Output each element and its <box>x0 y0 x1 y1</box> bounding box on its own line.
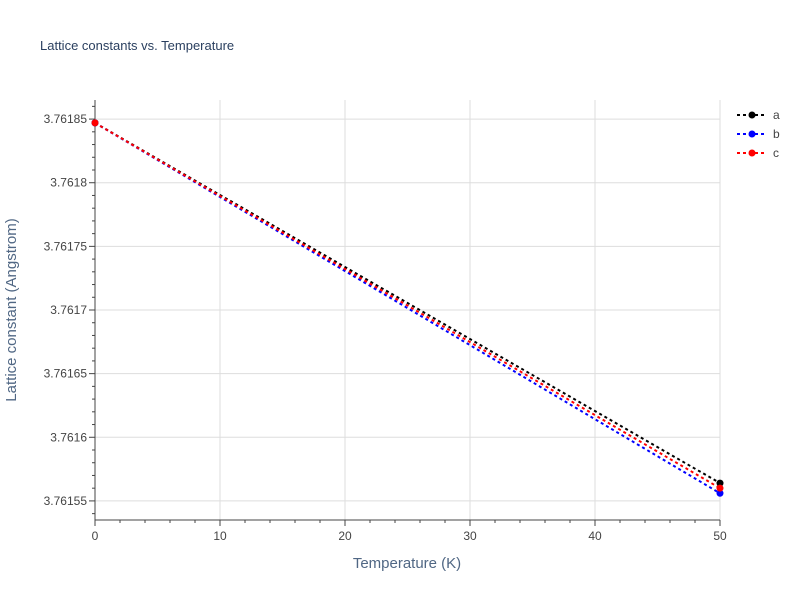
y-tick-label-5: 3.7618 <box>50 176 87 190</box>
legend-marker-a <box>748 111 756 119</box>
x-axis-title: Temperature (K) <box>353 555 461 572</box>
legend-label-a: a <box>773 108 780 122</box>
y-tick-label-2: 3.76165 <box>44 367 88 381</box>
tick-labels: 0 10 20 30 40 50 3.76155 3.7616 3.76165 3.7617 3.7… <box>44 112 727 543</box>
legend[interactable]: abc <box>737 108 780 160</box>
x-tick-label-2: 20 <box>338 529 352 543</box>
y-tick-label-3: 3.7617 <box>50 303 87 317</box>
legend-item-c[interactable]: c <box>737 146 779 160</box>
y-tick-label-0: 3.76155 <box>44 494 88 508</box>
grid <box>94 100 721 520</box>
legend-label-c: c <box>773 146 779 160</box>
legend-item-b[interactable]: b <box>737 127 780 141</box>
axes <box>89 100 721 526</box>
x-tick-label-1: 10 <box>213 529 227 543</box>
series-point-a-1 <box>716 479 724 487</box>
series-layer <box>91 119 724 497</box>
legend-marker-b <box>748 130 756 138</box>
x-tick-label-3: 30 <box>463 529 477 543</box>
series-point-c-0 <box>91 119 99 127</box>
y-tick-label-4: 3.76175 <box>44 239 88 253</box>
x-tick-label-5: 50 <box>713 529 727 543</box>
series-point-b-1 <box>716 489 724 497</box>
legend-item-a[interactable]: a <box>737 108 780 122</box>
legend-label-b: b <box>773 127 780 141</box>
chart-title: Lattice constants vs. Temperature <box>40 38 234 53</box>
x-tick-label-0: 0 <box>92 529 99 543</box>
y-axis-title: Lattice constant (Angstrom) <box>3 218 20 401</box>
y-tick-label-1: 3.7616 <box>50 430 87 444</box>
y-tick-label-6: 3.76185 <box>44 112 88 126</box>
series-point-c-1 <box>716 484 724 492</box>
x-tick-label-4: 40 <box>588 529 602 543</box>
legend-marker-c <box>748 149 756 157</box>
series-line-c <box>94 122 721 490</box>
